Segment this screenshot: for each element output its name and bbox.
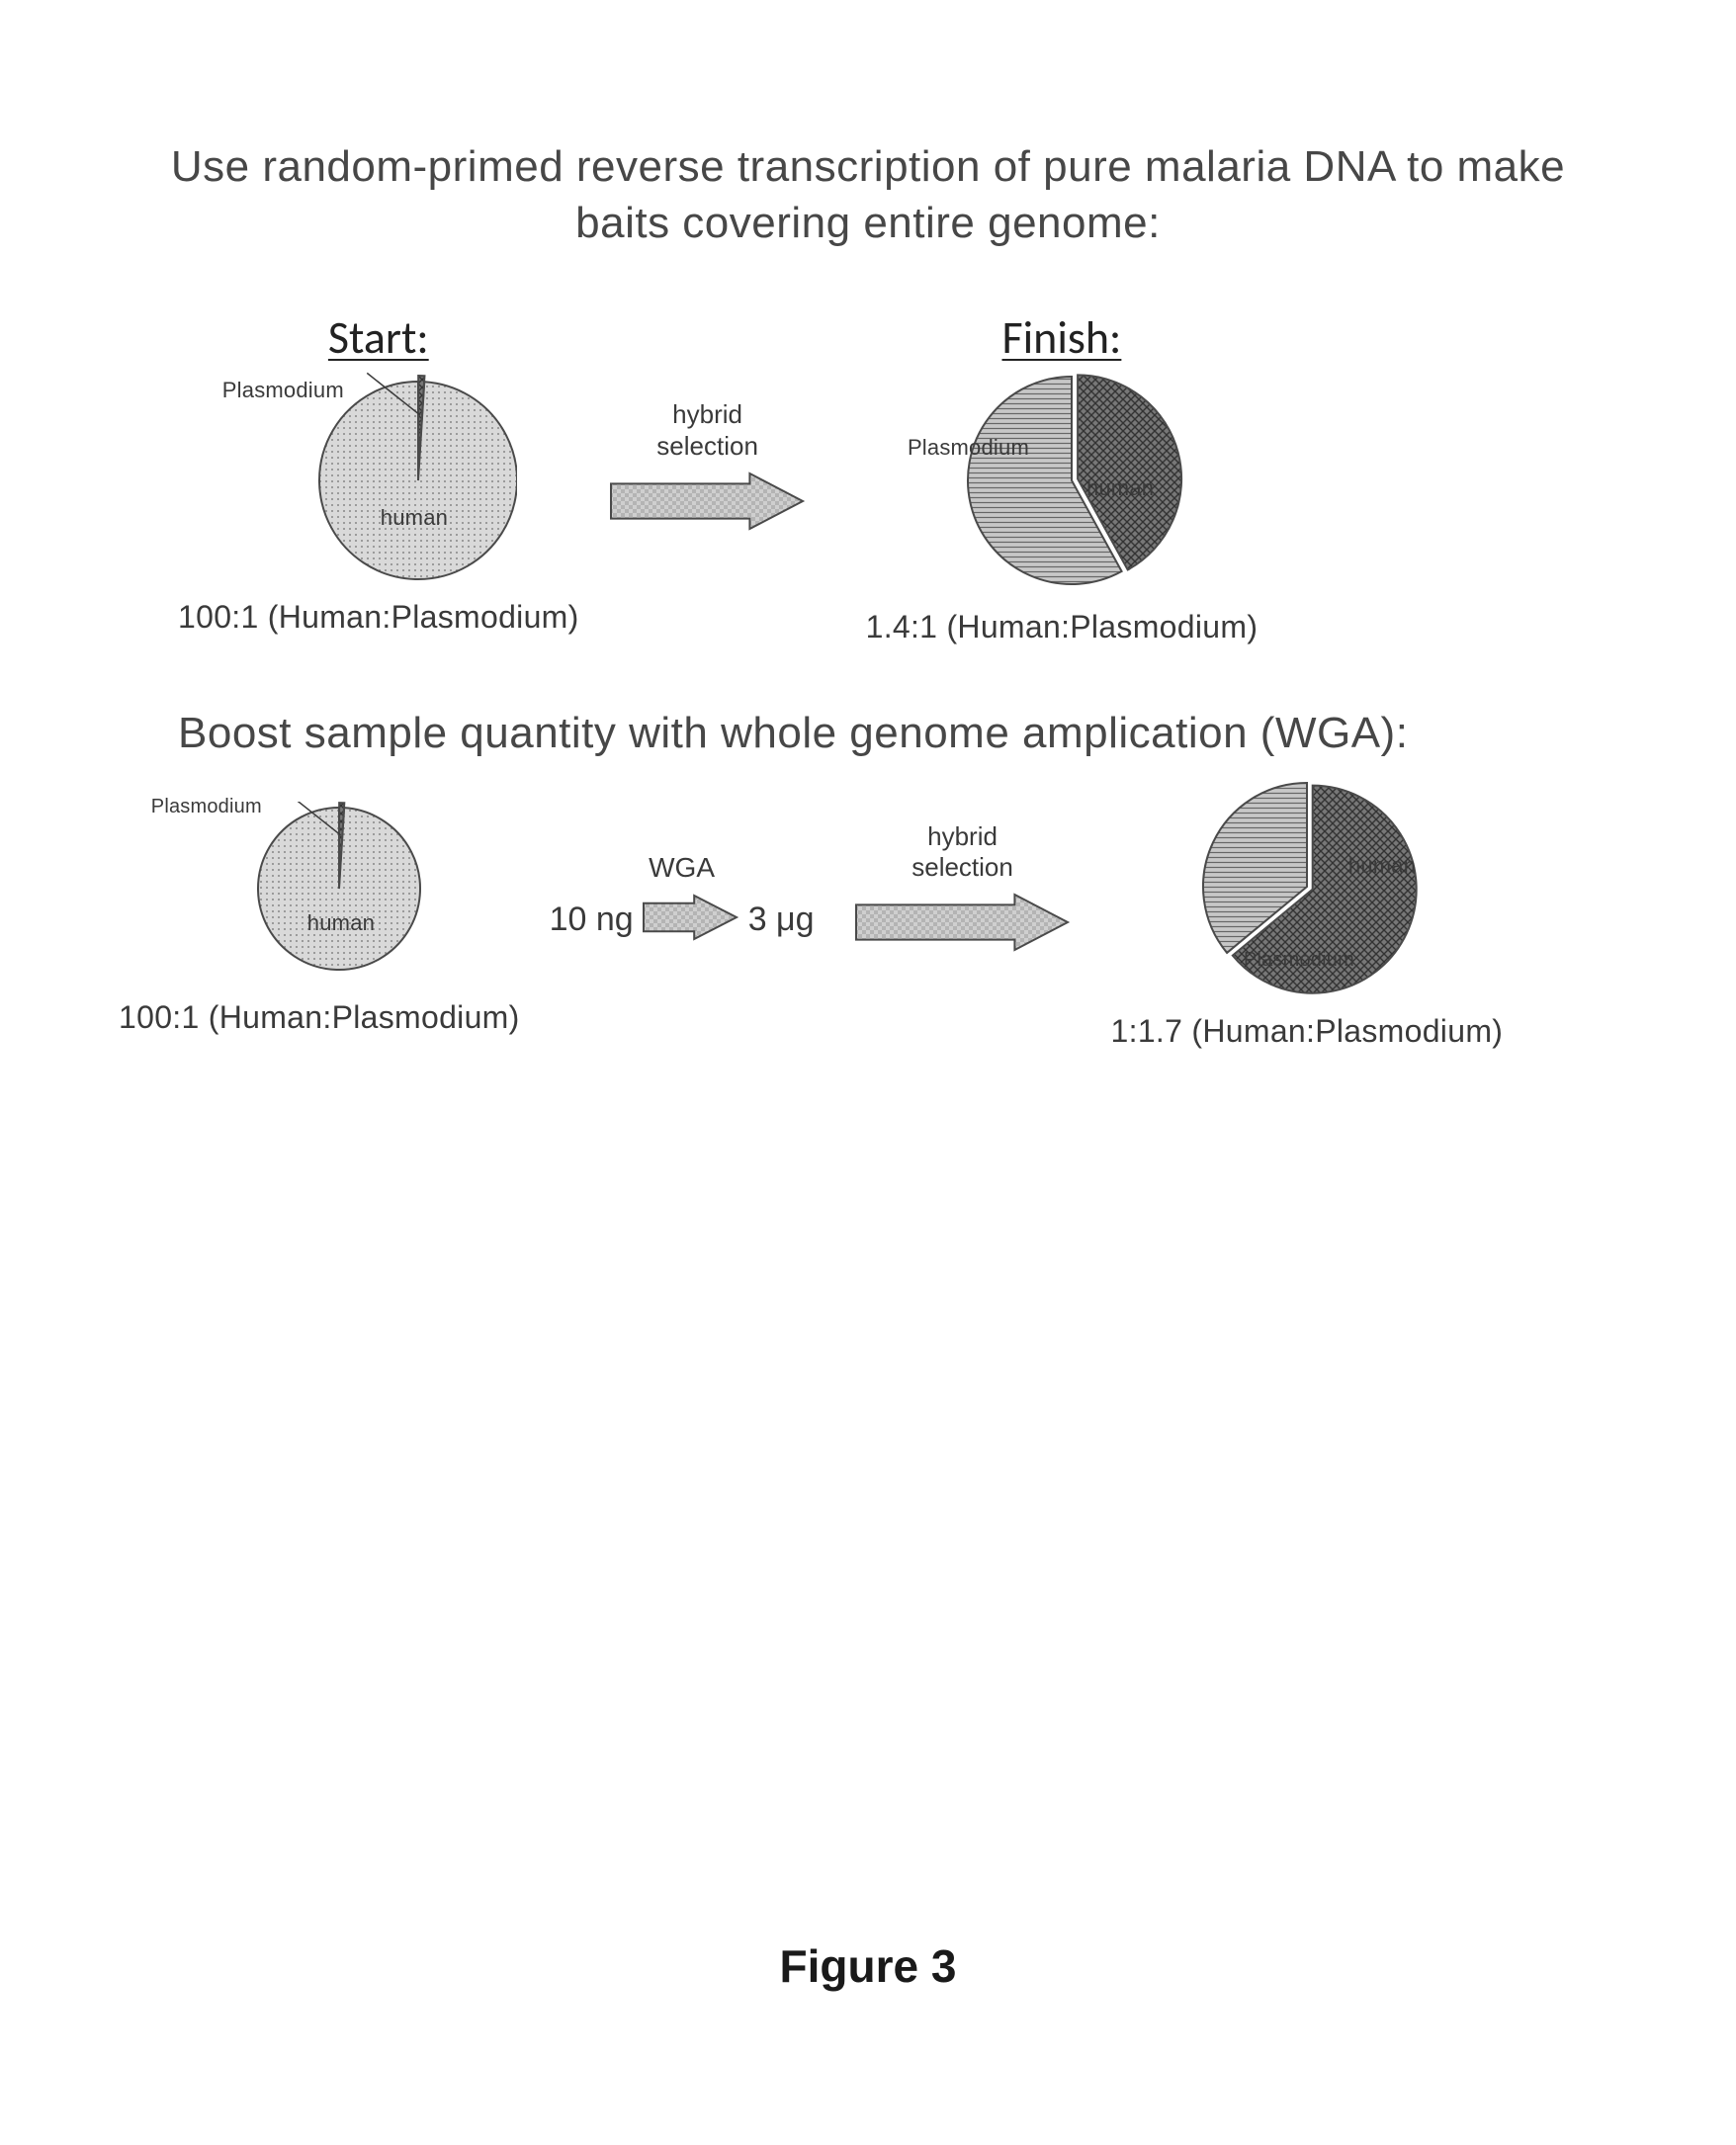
pie-finish-caption: 1.4:1 (Human:Plasmodium) [866, 609, 1259, 645]
pie-start-svg [240, 372, 517, 589]
arrow-wga-svg [642, 892, 740, 947]
pie-start-caption: 100:1 (Human:Plasmodium) [178, 599, 579, 636]
section2-title: Boost sample quantity with whole genome … [119, 705, 1617, 761]
arrow-hybrid-2-svg [854, 891, 1072, 960]
arrow-wga-label: WGA [649, 851, 715, 885]
pie-start-rest-label: human [381, 505, 448, 531]
pie-wga-finish-caption: 1:1.7 (Human:Plasmodium) [1111, 1013, 1504, 1050]
arrow-hybrid-1-label: hybridselection [656, 399, 758, 461]
pie-wga-start: Plasmodium human 100:1 (Human:Plasmodium… [119, 802, 520, 1036]
pie-wga-finish: Plasmodium human 1:1.7 (Human:Plasmodium… [1111, 802, 1504, 1050]
section1-title: Use random-primed reverse transcription … [119, 138, 1617, 251]
pie-wga-finish-slice-label: Plasmodium [1244, 949, 1354, 972]
pie-wga-start-svg [211, 802, 428, 989]
wga-after: 3 μg [748, 901, 815, 939]
pie-finish-svg [913, 372, 1210, 599]
arrow-hybrid-1-svg [609, 470, 807, 539]
arrow-wga: WGA 10 ng 3 μg [550, 851, 815, 948]
pie-finish-heading: Finish: [1001, 310, 1121, 366]
row-1: Start: Plasmodium human 100:1 (Human:Pla… [119, 310, 1617, 645]
pie-wga-start-caption: 100:1 (Human:Plasmodium) [119, 999, 520, 1036]
pie-finish: Finish: Plasmodium human 1.4:1 (Human:Pl… [866, 310, 1259, 645]
pie-start-heading: Start: [328, 310, 429, 366]
arrow-hybrid-2: hybridselection [854, 821, 1072, 960]
pie-finish-slice-label: Plasmodium [908, 435, 1029, 461]
row-2: Plasmodium human 100:1 (Human:Plasmodium… [119, 802, 1617, 1050]
pie-start: Start: Plasmodium human 100:1 (Human:Pla… [178, 310, 579, 636]
arrow-hybrid-2-label: hybridselection [911, 821, 1013, 883]
arrow-hybrid-1: hybridselection [609, 399, 807, 538]
pie-finish-rest-label: human [1086, 475, 1154, 501]
pie-wga-start-rest-label: human [307, 910, 375, 936]
pie-wga-start-slice-label: Plasmodium [151, 796, 262, 818]
figure-caption: Figure 3 [119, 1939, 1617, 1993]
pie-start-slice-label: Plasmodium [222, 378, 344, 403]
wga-before: 10 ng [550, 901, 634, 939]
wga-amounts: 10 ng 3 μg [550, 892, 815, 947]
pie-wga-finish-rest-label: human [1348, 853, 1416, 879]
